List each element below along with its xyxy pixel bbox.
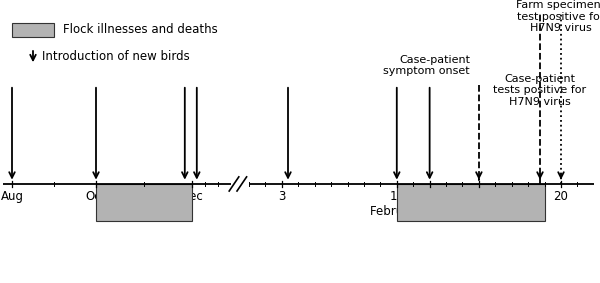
Text: 20: 20 [554, 190, 568, 203]
Bar [12, 23, 54, 37]
Text: Aug: Aug [1, 190, 23, 203]
Text: February 2014: February 2014 [370, 205, 456, 218]
Text: 10: 10 [389, 190, 404, 203]
Text: 2013: 2013 [135, 205, 165, 218]
Text: Case-patient
tests positive for
H7N9 virus: Case-patient tests positive for H7N9 vir… [493, 74, 587, 107]
Text: Oct: Oct [86, 190, 106, 203]
Bar [397, 184, 545, 221]
Text: 15: 15 [472, 190, 487, 203]
Text: Dec: Dec [181, 190, 203, 203]
Text: Farm specimens
test positive for
H7N9 virus: Farm specimens test positive for H7N9 vi… [516, 0, 600, 33]
Text: Case-patient
symptom onset: Case-patient symptom onset [383, 55, 470, 76]
Text: 12: 12 [422, 190, 437, 203]
Text: 3: 3 [278, 190, 286, 203]
Text: Introduction of new birds: Introduction of new birds [42, 50, 190, 63]
Bar [96, 184, 192, 221]
Text: Flock illnesses and deaths: Flock illnesses and deaths [63, 23, 218, 36]
